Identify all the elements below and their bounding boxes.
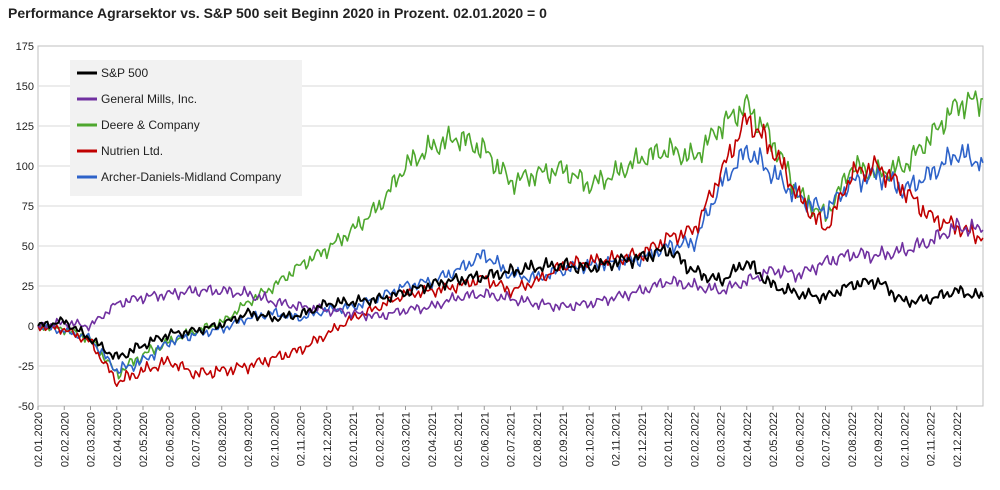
- legend-label-3: Nutrien Ltd.: [101, 144, 163, 158]
- series-line-4: [37, 143, 984, 374]
- y-tick-label: 150: [16, 81, 34, 93]
- x-tick-label: 02.12.2022: [952, 412, 964, 467]
- y-tick-label: 125: [16, 121, 34, 133]
- y-tick-label: 25: [22, 281, 34, 293]
- x-tick-label: 02.11.2021: [611, 412, 623, 466]
- x-tick-label: 02.08.2022: [847, 412, 859, 467]
- legend-label-0: S&P 500: [101, 66, 148, 80]
- y-tick-label: 175: [16, 41, 34, 53]
- series-line-3: [37, 112, 984, 388]
- x-tick-label: 02.10.2021: [584, 412, 596, 467]
- x-tick-label: 02.03.2020: [86, 412, 98, 467]
- y-axis: -50 -25 0 25 50 75 100 125 150 175: [16, 41, 34, 413]
- legend-label-2: Deere & Company: [101, 118, 200, 132]
- x-tick-label: 02.09.2020: [243, 412, 255, 467]
- x-tick-label: 02.10.2020: [269, 412, 281, 467]
- x-tick-label: 02.06.2021: [479, 412, 491, 467]
- x-tick-label: 02.10.2022: [899, 412, 911, 467]
- legend-label-1: General Mills, Inc.: [101, 92, 197, 106]
- x-tick-label: 02.07.2022: [821, 412, 833, 467]
- y-tick-label: 50: [22, 241, 34, 253]
- chart-title: Performance Agrarsektor vs. S&P 500 seit…: [8, 5, 547, 21]
- series-line-1: [37, 217, 984, 332]
- series-lines: [37, 90, 984, 388]
- y-tick-label: 75: [22, 201, 34, 213]
- x-tick-label: 02.11.2022: [926, 412, 938, 466]
- x-tick-label: 02.12.2021: [637, 412, 649, 467]
- x-tick-label: 02.01.2020: [33, 412, 45, 467]
- x-tick-label: 02.02.2022: [689, 412, 701, 467]
- x-tick-label: 02.08.2021: [532, 412, 544, 467]
- legend-label-4: Archer-Daniels-Midland Company: [101, 170, 281, 184]
- x-tick-label: 02.08.2020: [217, 412, 229, 467]
- x-tick-label: 02.06.2020: [164, 412, 176, 467]
- x-tick-label: 02.09.2021: [558, 412, 570, 467]
- x-tick-label: 02.02.2020: [59, 412, 71, 467]
- x-tick-label: 02.12.2020: [322, 412, 334, 467]
- x-tick-label: 02.05.2021: [453, 412, 465, 467]
- x-tick-label: 02.04.2021: [427, 412, 439, 467]
- x-tick-label: 02.03.2022: [716, 412, 728, 467]
- x-tick-label: 02.01.2021: [348, 412, 360, 467]
- x-tick-label: 02.03.2021: [401, 412, 413, 467]
- x-tick-label: 02.07.2020: [191, 412, 203, 467]
- x-tick-label: 02.07.2021: [506, 412, 518, 467]
- y-tick-label: 0: [28, 321, 34, 333]
- y-tick-label: -25: [18, 361, 34, 373]
- legend-box: [70, 60, 302, 196]
- x-tick-label: 02.04.2022: [742, 412, 754, 467]
- x-tick-label: 02.01.2022: [663, 412, 675, 467]
- series-line-0: [37, 244, 984, 360]
- legend: S&P 500 General Mills, Inc. Deere & Compan…: [70, 60, 302, 196]
- y-tick-label: 100: [16, 161, 34, 173]
- x-axis: 02.01.2020 02.02.2020 02.03.2020 02.04.2020…: [33, 406, 964, 467]
- y-tick-label: -50: [18, 401, 34, 413]
- x-tick-label: 02.05.2022: [768, 412, 780, 467]
- x-tick-label: 02.04.2020: [112, 412, 124, 467]
- x-tick-label: 02.05.2020: [138, 412, 150, 467]
- x-tick-label: 02.09.2022: [873, 412, 885, 467]
- x-tick-label: 02.11.2020: [296, 412, 308, 466]
- x-tick-label: 02.02.2021: [374, 412, 386, 467]
- x-tick-label: 02.06.2022: [794, 412, 806, 467]
